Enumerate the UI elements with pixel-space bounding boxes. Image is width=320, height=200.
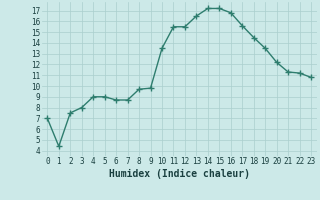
X-axis label: Humidex (Indice chaleur): Humidex (Indice chaleur) [109, 169, 250, 179]
